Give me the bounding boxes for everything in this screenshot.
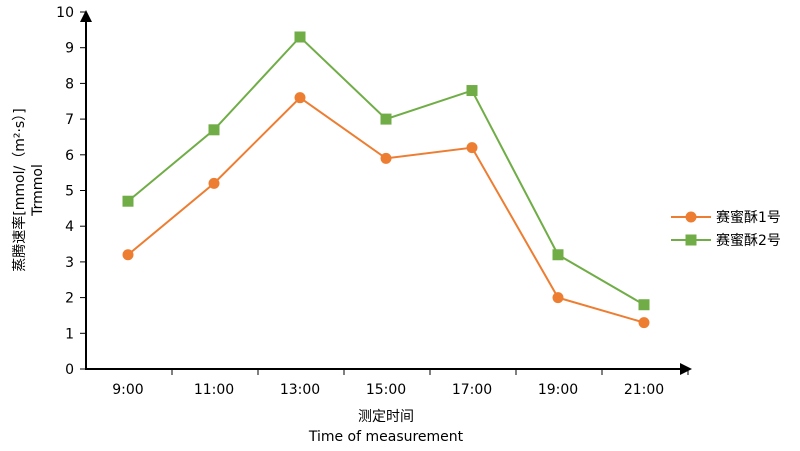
x-axis-arrow	[680, 363, 692, 375]
x-tick-label: 13:00	[280, 382, 320, 398]
y-tick-label: 5	[65, 184, 74, 200]
data-point	[294, 31, 306, 43]
legend-marker	[685, 234, 697, 246]
y-tick-label: 8	[65, 76, 74, 92]
data-point	[466, 85, 478, 97]
y-axis-ticks: 0 1 2 3 4 5 6 7 8 9 10	[56, 5, 86, 378]
series-1	[122, 92, 650, 329]
x-axis-title-en: Time of measurement	[308, 429, 464, 445]
x-tick-label: 15:00	[366, 382, 406, 398]
y-tick-label: 2	[65, 291, 74, 307]
series-2	[122, 31, 650, 311]
data-point	[380, 113, 392, 125]
series-line	[127, 96, 645, 324]
y-axis-title-cn: 蒸腾速率[mmol/（m²·s）]	[11, 108, 28, 271]
data-point	[552, 249, 564, 261]
data-point	[380, 152, 392, 164]
y-tick-label: 10	[56, 5, 74, 21]
y-axis-title-en: Trmmol	[30, 164, 46, 217]
x-tick-label: 11:00	[194, 382, 234, 398]
y-tick-label: 3	[65, 255, 74, 271]
x-tick-label: 19:00	[538, 382, 578, 398]
plot-area	[122, 31, 650, 329]
data-point	[638, 317, 650, 329]
series-line	[127, 35, 645, 306]
x-tick-label: 21:00	[624, 382, 664, 398]
y-axis-arrow	[80, 10, 92, 22]
y-tick-label: 6	[65, 148, 74, 164]
y-tick-label: 1	[65, 326, 74, 342]
data-point	[294, 92, 306, 104]
y-tick-label: 4	[65, 219, 74, 235]
x-tick-label: 17:00	[452, 382, 492, 398]
x-axis-title-cn: 测定时间	[358, 409, 414, 425]
data-point	[466, 142, 478, 154]
y-tick-label: 7	[65, 112, 74, 128]
y-tick-label: 0	[65, 362, 74, 378]
y-tick-label: 9	[65, 41, 74, 57]
data-point	[208, 124, 220, 136]
legend-label: 赛蜜酥1号	[716, 210, 781, 226]
x-tick-label: 9:00	[112, 382, 143, 398]
data-point	[552, 292, 564, 304]
data-point	[638, 299, 650, 311]
data-point	[122, 195, 134, 207]
data-point	[208, 177, 220, 189]
legend-marker	[685, 211, 697, 223]
legend-label: 赛蜜酥2号	[716, 233, 781, 249]
data-point	[122, 249, 134, 261]
x-axis-ticks: 9:00 11:00 13:00 15:00 17:00 19:00 21:00	[112, 369, 689, 398]
